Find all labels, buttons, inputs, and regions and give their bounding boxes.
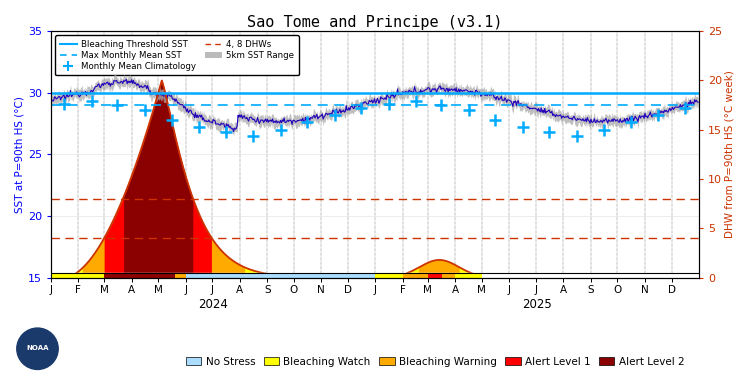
Title: Sao Tome and Principe (v3.1): Sao Tome and Principe (v3.1) xyxy=(248,15,502,30)
Legend: No Stress, Bleaching Watch, Bleaching Warning, Alert Level 1, Alert Level 2: No Stress, Bleaching Watch, Bleaching Wa… xyxy=(183,354,687,370)
Y-axis label: SST at P=90th HS (°C): SST at P=90th HS (°C) xyxy=(15,96,25,213)
Legend: Bleaching Threshold SST, Max Monthly Mean SST, Monthly Mean Climatology, 4, 8 DH: Bleaching Threshold SST, Max Monthly Mea… xyxy=(56,36,298,75)
Text: 2024: 2024 xyxy=(198,298,228,311)
Circle shape xyxy=(16,328,58,369)
Text: NOAA: NOAA xyxy=(26,345,49,351)
Text: 2025: 2025 xyxy=(523,298,552,311)
Y-axis label: DHW from P=90th HS (°C week): DHW from P=90th HS (°C week) xyxy=(725,70,735,238)
